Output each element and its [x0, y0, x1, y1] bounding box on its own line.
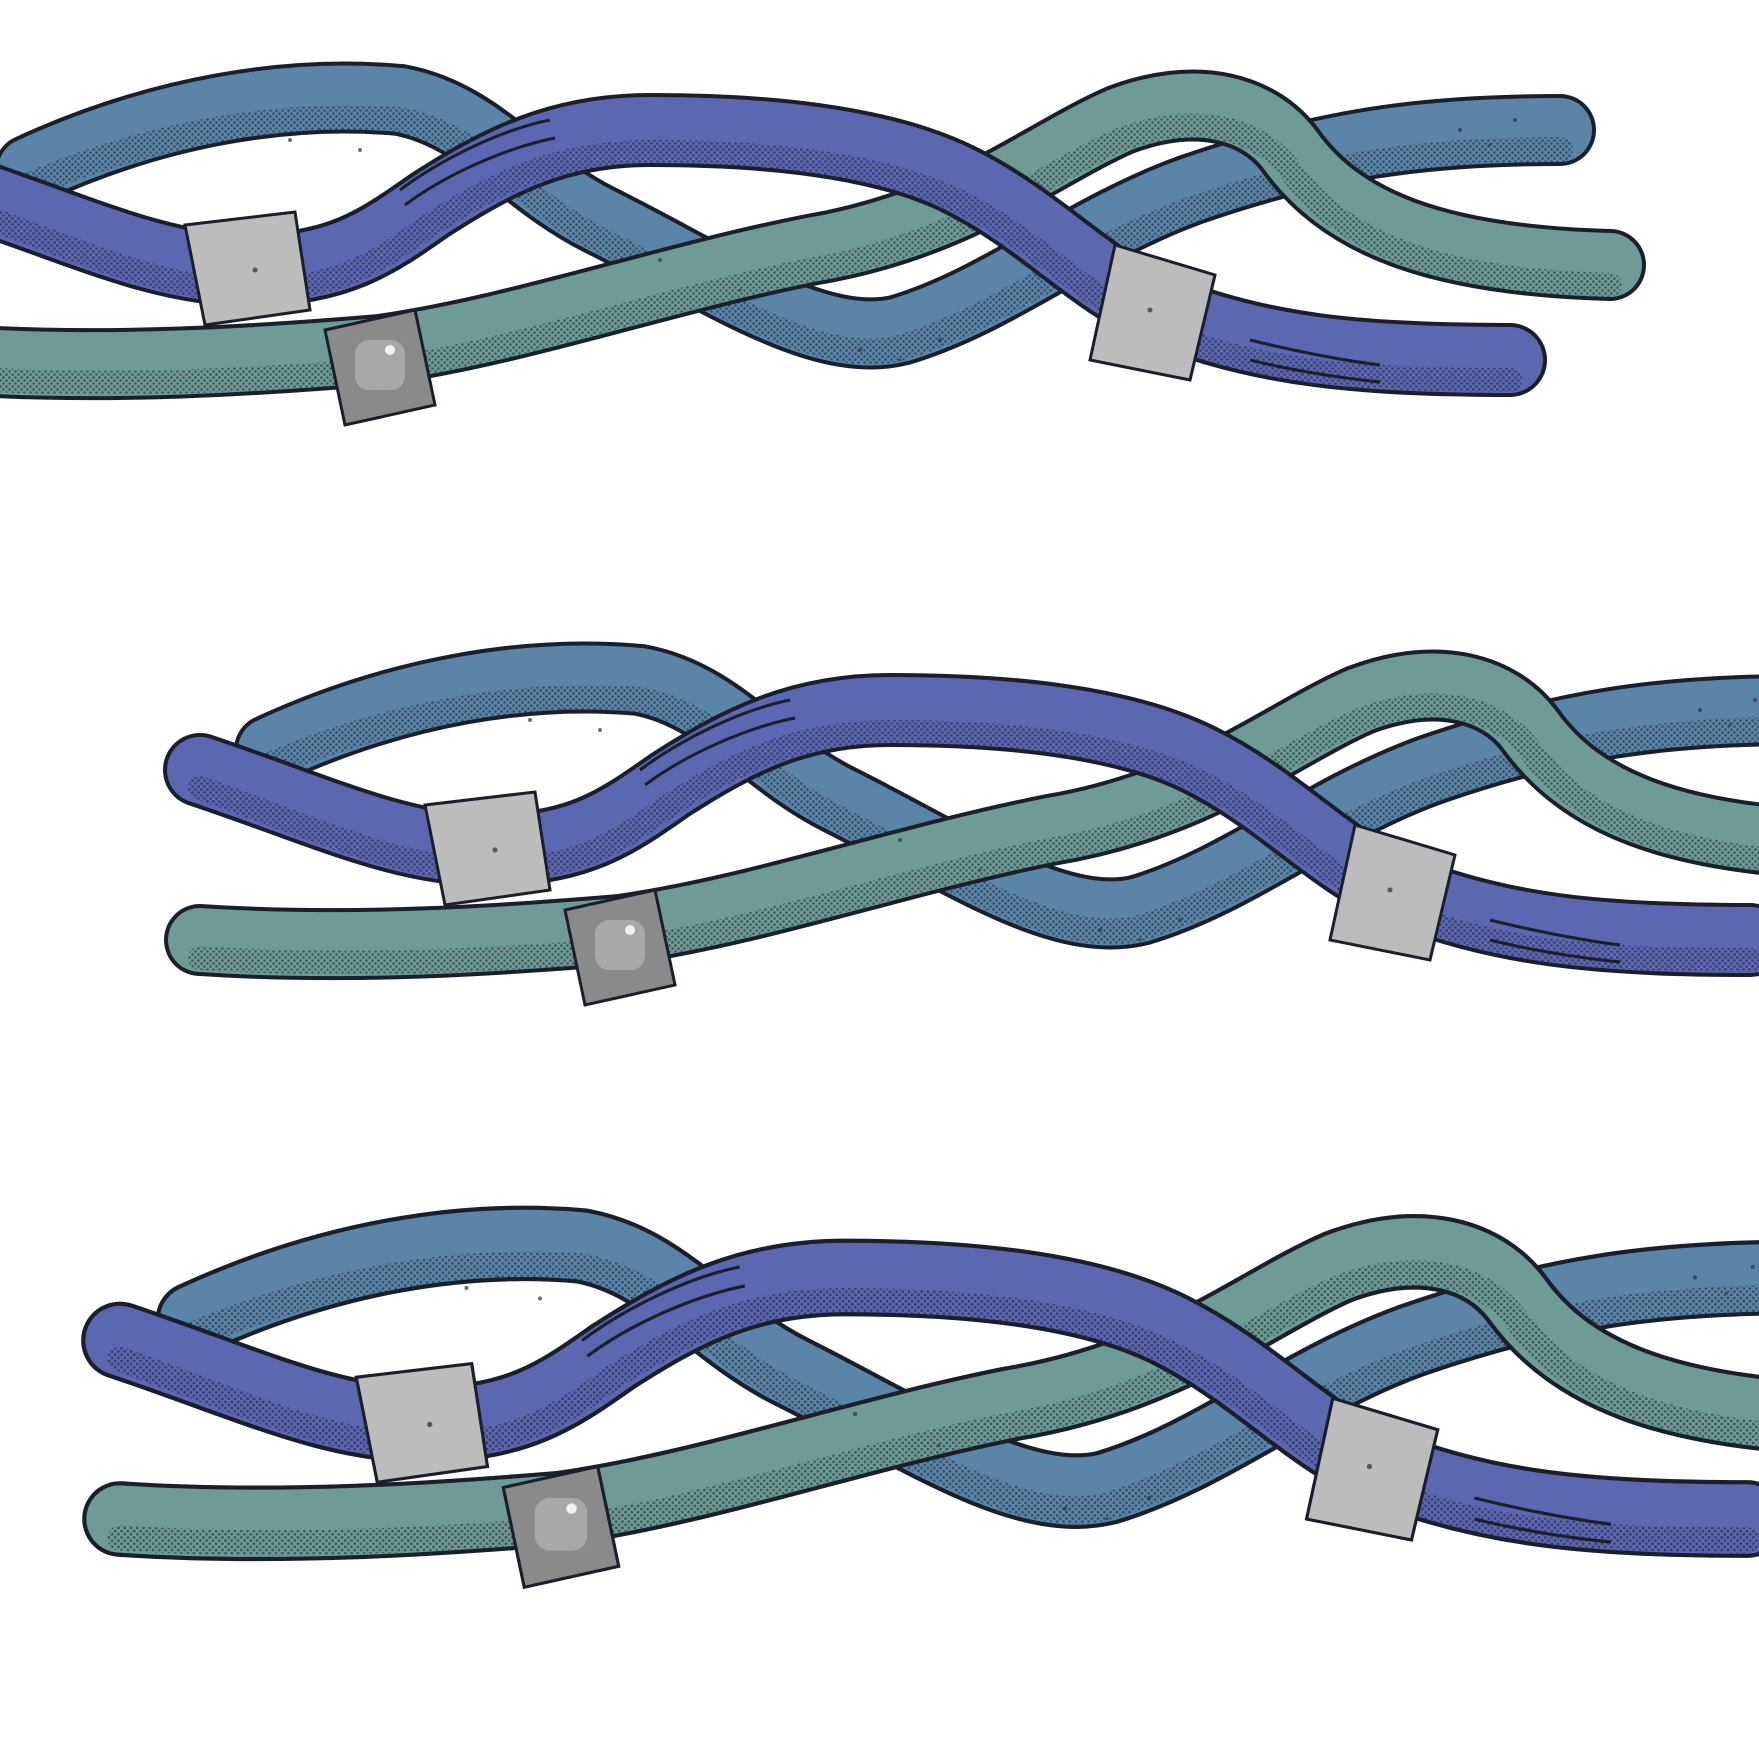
braided-cables-illustration: [0, 60, 1759, 1627]
